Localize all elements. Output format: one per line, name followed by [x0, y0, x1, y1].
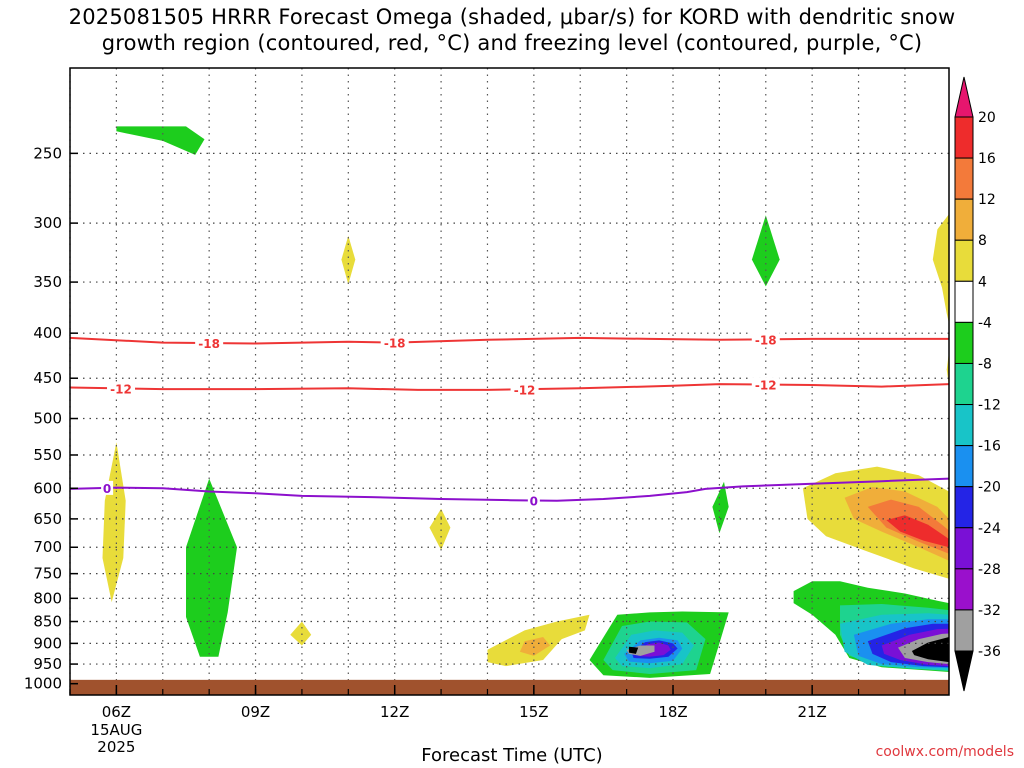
contour-label-bg-0-1 [380, 335, 409, 350]
y-tick-label-950: 950 [33, 655, 62, 673]
omega-region-green-08z [186, 478, 237, 657]
colorbar-under-triangle [954, 650, 974, 692]
colorbar-bin--4-4 [954, 280, 974, 323]
x-tick-label-18Z: 18Z [658, 703, 687, 721]
colorbar-tick--20: -20 [978, 480, 1001, 496]
x-tick-label-21Z: 21Z [797, 703, 826, 721]
plot-border [69, 67, 950, 696]
colorbar-tick--8: -8 [978, 356, 992, 372]
omega-region-omega-18z-l8 [628, 646, 639, 654]
omega-shading [102, 126, 949, 678]
contour-label-1-1: -12 [514, 383, 536, 397]
omega-region-green-250 [116, 126, 205, 155]
colorbar-tick--36: -36 [978, 644, 1001, 660]
omega-region-yellow-06z [102, 442, 126, 603]
contour-label-0-0: -18 [198, 337, 220, 351]
y-tick-label-1000: 1000 [24, 675, 62, 693]
x-tick-label-06Z: 06Z [102, 703, 131, 721]
contour-label-bg-0-0 [195, 336, 224, 351]
contour-label-0-2: -18 [755, 333, 777, 347]
x-tick-label-15Z: 15Z [519, 703, 548, 721]
colorbar-tick-20: 20 [978, 110, 996, 126]
contour-label-bg-0-2 [751, 332, 780, 347]
colorbar-tick--32: -32 [978, 603, 1001, 619]
grid-lines [69, 68, 949, 695]
credit-link[interactable]: coolwx.com/models [875, 744, 1014, 760]
colorbar-tick--24: -24 [978, 521, 1001, 537]
omega-region-green-19z [712, 481, 729, 534]
contour-label-1-2: -12 [755, 379, 777, 393]
x-date-label-1: 2025 [97, 738, 135, 756]
chart-title-line-2: growth region (contoured, red, °C) and f… [101, 31, 923, 55]
omega-region-omega-2230-l12 [911, 637, 949, 663]
colorbar-bin-16-20 [954, 116, 974, 159]
colorbar: 20 16 12 8 4 -4 -8 -12 -16 -20 -24 -28 -32 -36 [954, 76, 1001, 692]
contour-label-bg-1-2 [751, 377, 780, 392]
contour-line-1 [69, 383, 950, 391]
y-tick-label-850: 850 [33, 613, 62, 631]
contour-lines: -18 -18 -18 -12 -12 -12 0 0 [69, 332, 950, 509]
x-tick-label-12Z: 12Z [380, 703, 409, 721]
chart-title-line-1: 2025081505 HRRR Forecast Omega (shaded, … [68, 5, 956, 29]
colorbar-bin--8--4 [954, 321, 974, 364]
omega-region-yellow-10z [290, 621, 312, 646]
y-tick-label-300: 300 [33, 214, 62, 232]
contour-label-2-0: 0 [103, 482, 111, 496]
colorbar-tick--12: -12 [978, 398, 1001, 414]
colorbar-tick--28: -28 [978, 562, 1001, 578]
colorbar-over-triangle [954, 76, 974, 118]
contour-label-2-1: 0 [530, 495, 538, 509]
y-tick-label-500: 500 [33, 410, 62, 428]
chart-title: 2025081505 HRRR Forecast Omega (shaded, … [0, 4, 1024, 56]
y-tick-label-700: 700 [33, 538, 62, 556]
terrain-ground [70, 679, 949, 695]
colorbar-tick-4: 4 [978, 274, 987, 290]
colorbar-tick-16: 16 [978, 151, 996, 167]
contour-line-0 [69, 336, 949, 345]
colorbar-bin--24--20 [954, 486, 974, 529]
colorbar-tick--16: -16 [978, 439, 1001, 455]
terrain [70, 679, 949, 695]
omega-region-orange-15z [519, 637, 551, 656]
y-axis: 250 300 350 400 450 500 550 600 650 700 750 800 850 9… [24, 144, 78, 693]
colorbar-bin-4-8 [954, 239, 974, 282]
colorbar-tick-12: 12 [978, 192, 996, 208]
colorbar-bin-12-16 [954, 157, 974, 200]
colorbar-bin--16--12 [954, 404, 974, 447]
colorbar-bin--20--16 [954, 445, 974, 488]
y-tick-label-250: 250 [33, 144, 62, 162]
omega-region-yellow-right-upper [932, 214, 949, 324]
contour-label-bg-1-1 [510, 382, 539, 397]
plot-frame [69, 67, 950, 696]
y-tick-label-800: 800 [33, 589, 62, 607]
contour-label-bg-2-0 [101, 480, 114, 495]
colorbar-bin--36--32 [954, 609, 974, 652]
colorbar-bin--32--28 [954, 568, 974, 611]
contour-label-0-1: -18 [384, 337, 406, 351]
contour-label-1-0: -12 [110, 382, 132, 396]
colorbar-tick--4: -4 [978, 315, 992, 331]
omega-region-yellow-330 [341, 235, 356, 285]
y-tick-label-650: 650 [33, 510, 62, 528]
x-date-label-0: 15AUG [90, 721, 142, 739]
colorbar-bin--12--8 [954, 362, 974, 406]
colorbar-tick-8: 8 [978, 233, 987, 249]
omega-region-omega-2230-l4 [886, 515, 949, 548]
x-tick-label-09Z: 09Z [241, 703, 270, 721]
contour-label-bg-2-1 [527, 493, 540, 508]
y-tick-label-600: 600 [33, 479, 62, 497]
y-tick-label-350: 350 [33, 273, 62, 291]
colorbar-bin-8-12 [954, 198, 974, 241]
contour-label-bg-1-0 [107, 381, 136, 396]
y-tick-label-900: 900 [33, 634, 62, 652]
y-tick-label-450: 450 [33, 369, 62, 387]
x-axis-label: Forecast Time (UTC) [421, 745, 603, 766]
y-tick-label-550: 550 [33, 446, 62, 464]
y-tick-label-400: 400 [33, 324, 62, 342]
colorbar-bin--28--24 [954, 527, 974, 570]
y-tick-label-750: 750 [33, 565, 62, 583]
omega-region-yellow-13z [429, 508, 451, 550]
